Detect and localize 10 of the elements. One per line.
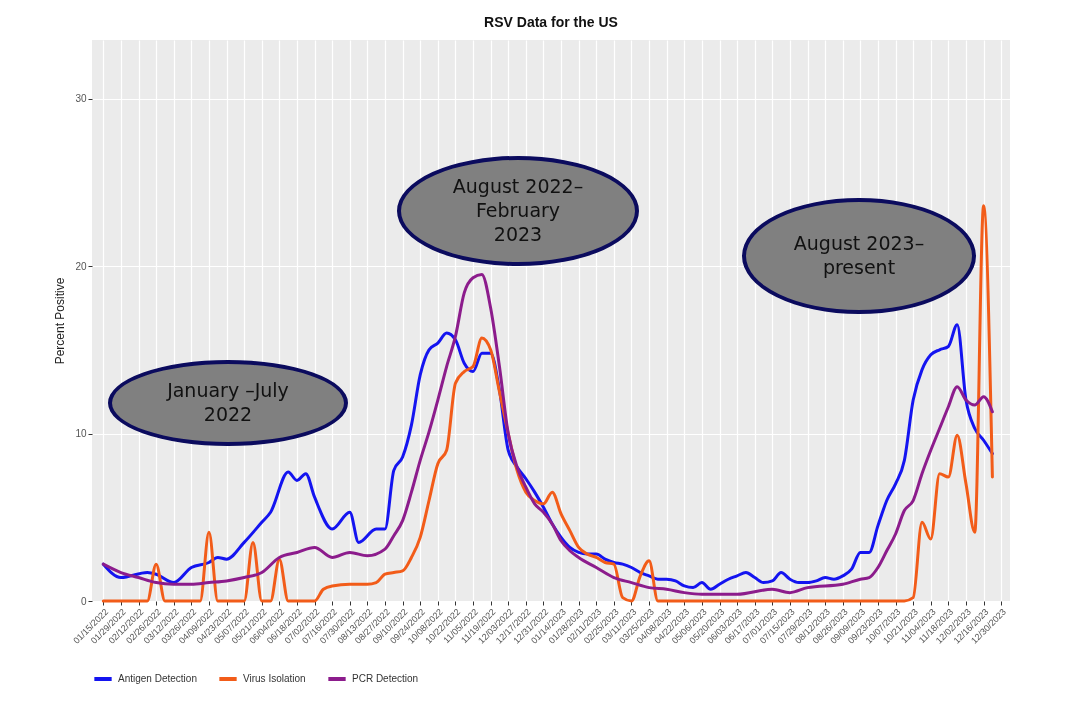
y-tick-label: 20 bbox=[75, 260, 87, 272]
y-axis-title: Percent Positive bbox=[53, 277, 68, 365]
y-tick-label: 10 bbox=[75, 428, 87, 440]
y-tick-label: 0 bbox=[80, 595, 87, 607]
line-series bbox=[101, 204, 994, 603]
legend-label: PCR Detection bbox=[352, 673, 419, 684]
legend-label: Antigen Detection bbox=[118, 673, 197, 684]
legend-label: Virus Isolation bbox=[243, 673, 306, 684]
chart-title: RSV Data for the US bbox=[484, 14, 618, 30]
y-tick-label: 30 bbox=[75, 93, 87, 105]
